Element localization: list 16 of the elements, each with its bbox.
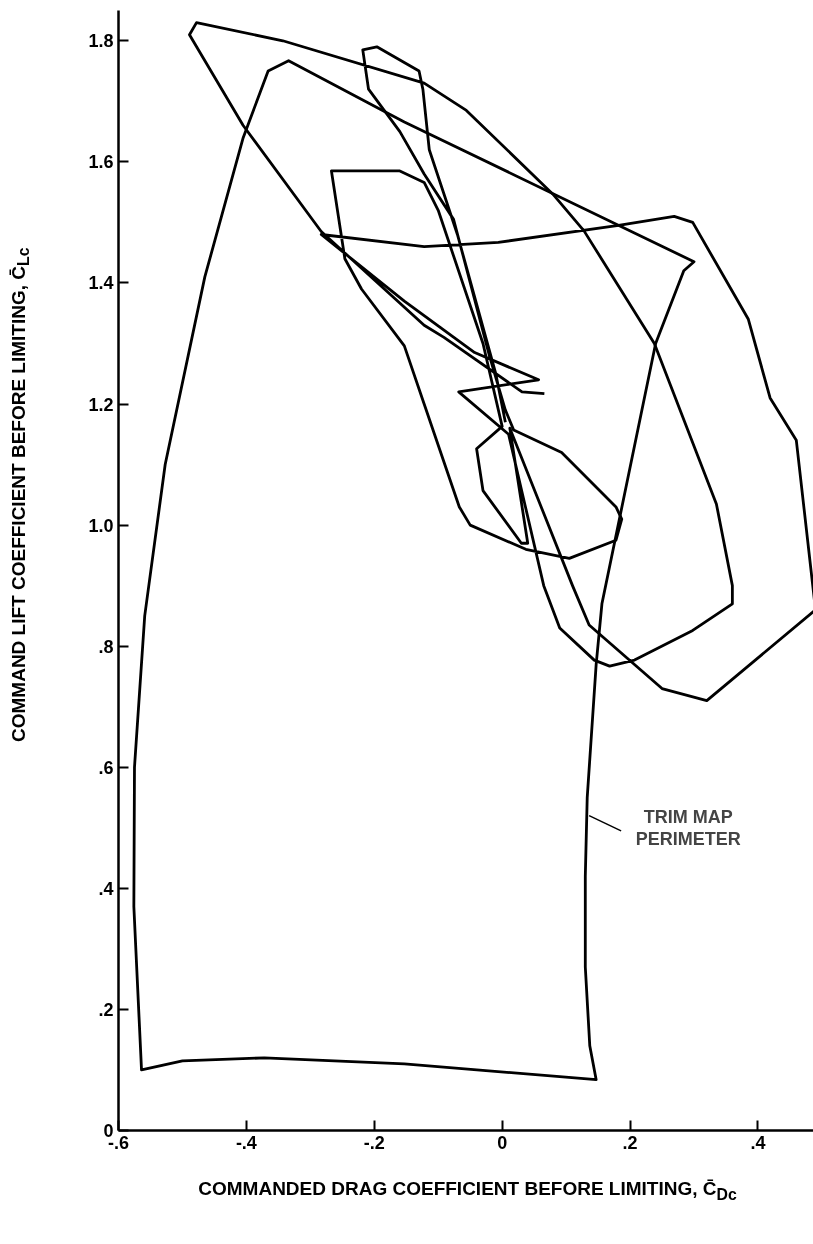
- x-tick-label: .2: [622, 1132, 638, 1153]
- x-tick-label: -.2: [363, 1132, 385, 1153]
- y-tick-label: .4: [98, 878, 114, 899]
- y-tick-label: 1.4: [88, 273, 114, 294]
- y-tick-label: .8: [98, 636, 114, 657]
- y-tick-label: .6: [98, 757, 114, 778]
- x-tick-label: -.4: [235, 1132, 257, 1153]
- y-tick-label: 1.2: [88, 394, 114, 415]
- y-tick-label: 1.8: [88, 31, 114, 52]
- x-tick-label: .4: [750, 1132, 766, 1153]
- x-axis-title: COMMANDED DRAG COEFFICIENT BEFORE LIMITING, C̄$_{Dc}$: [198, 1177, 737, 1205]
- y-tick-label: .2: [98, 999, 114, 1020]
- annotation: TRIM MAP PERIMETER: [635, 806, 741, 849]
- y-tick-label: 1.6: [88, 152, 114, 173]
- y-tick-label: 1.0: [88, 515, 114, 536]
- x-tick-label: 0: [497, 1132, 508, 1153]
